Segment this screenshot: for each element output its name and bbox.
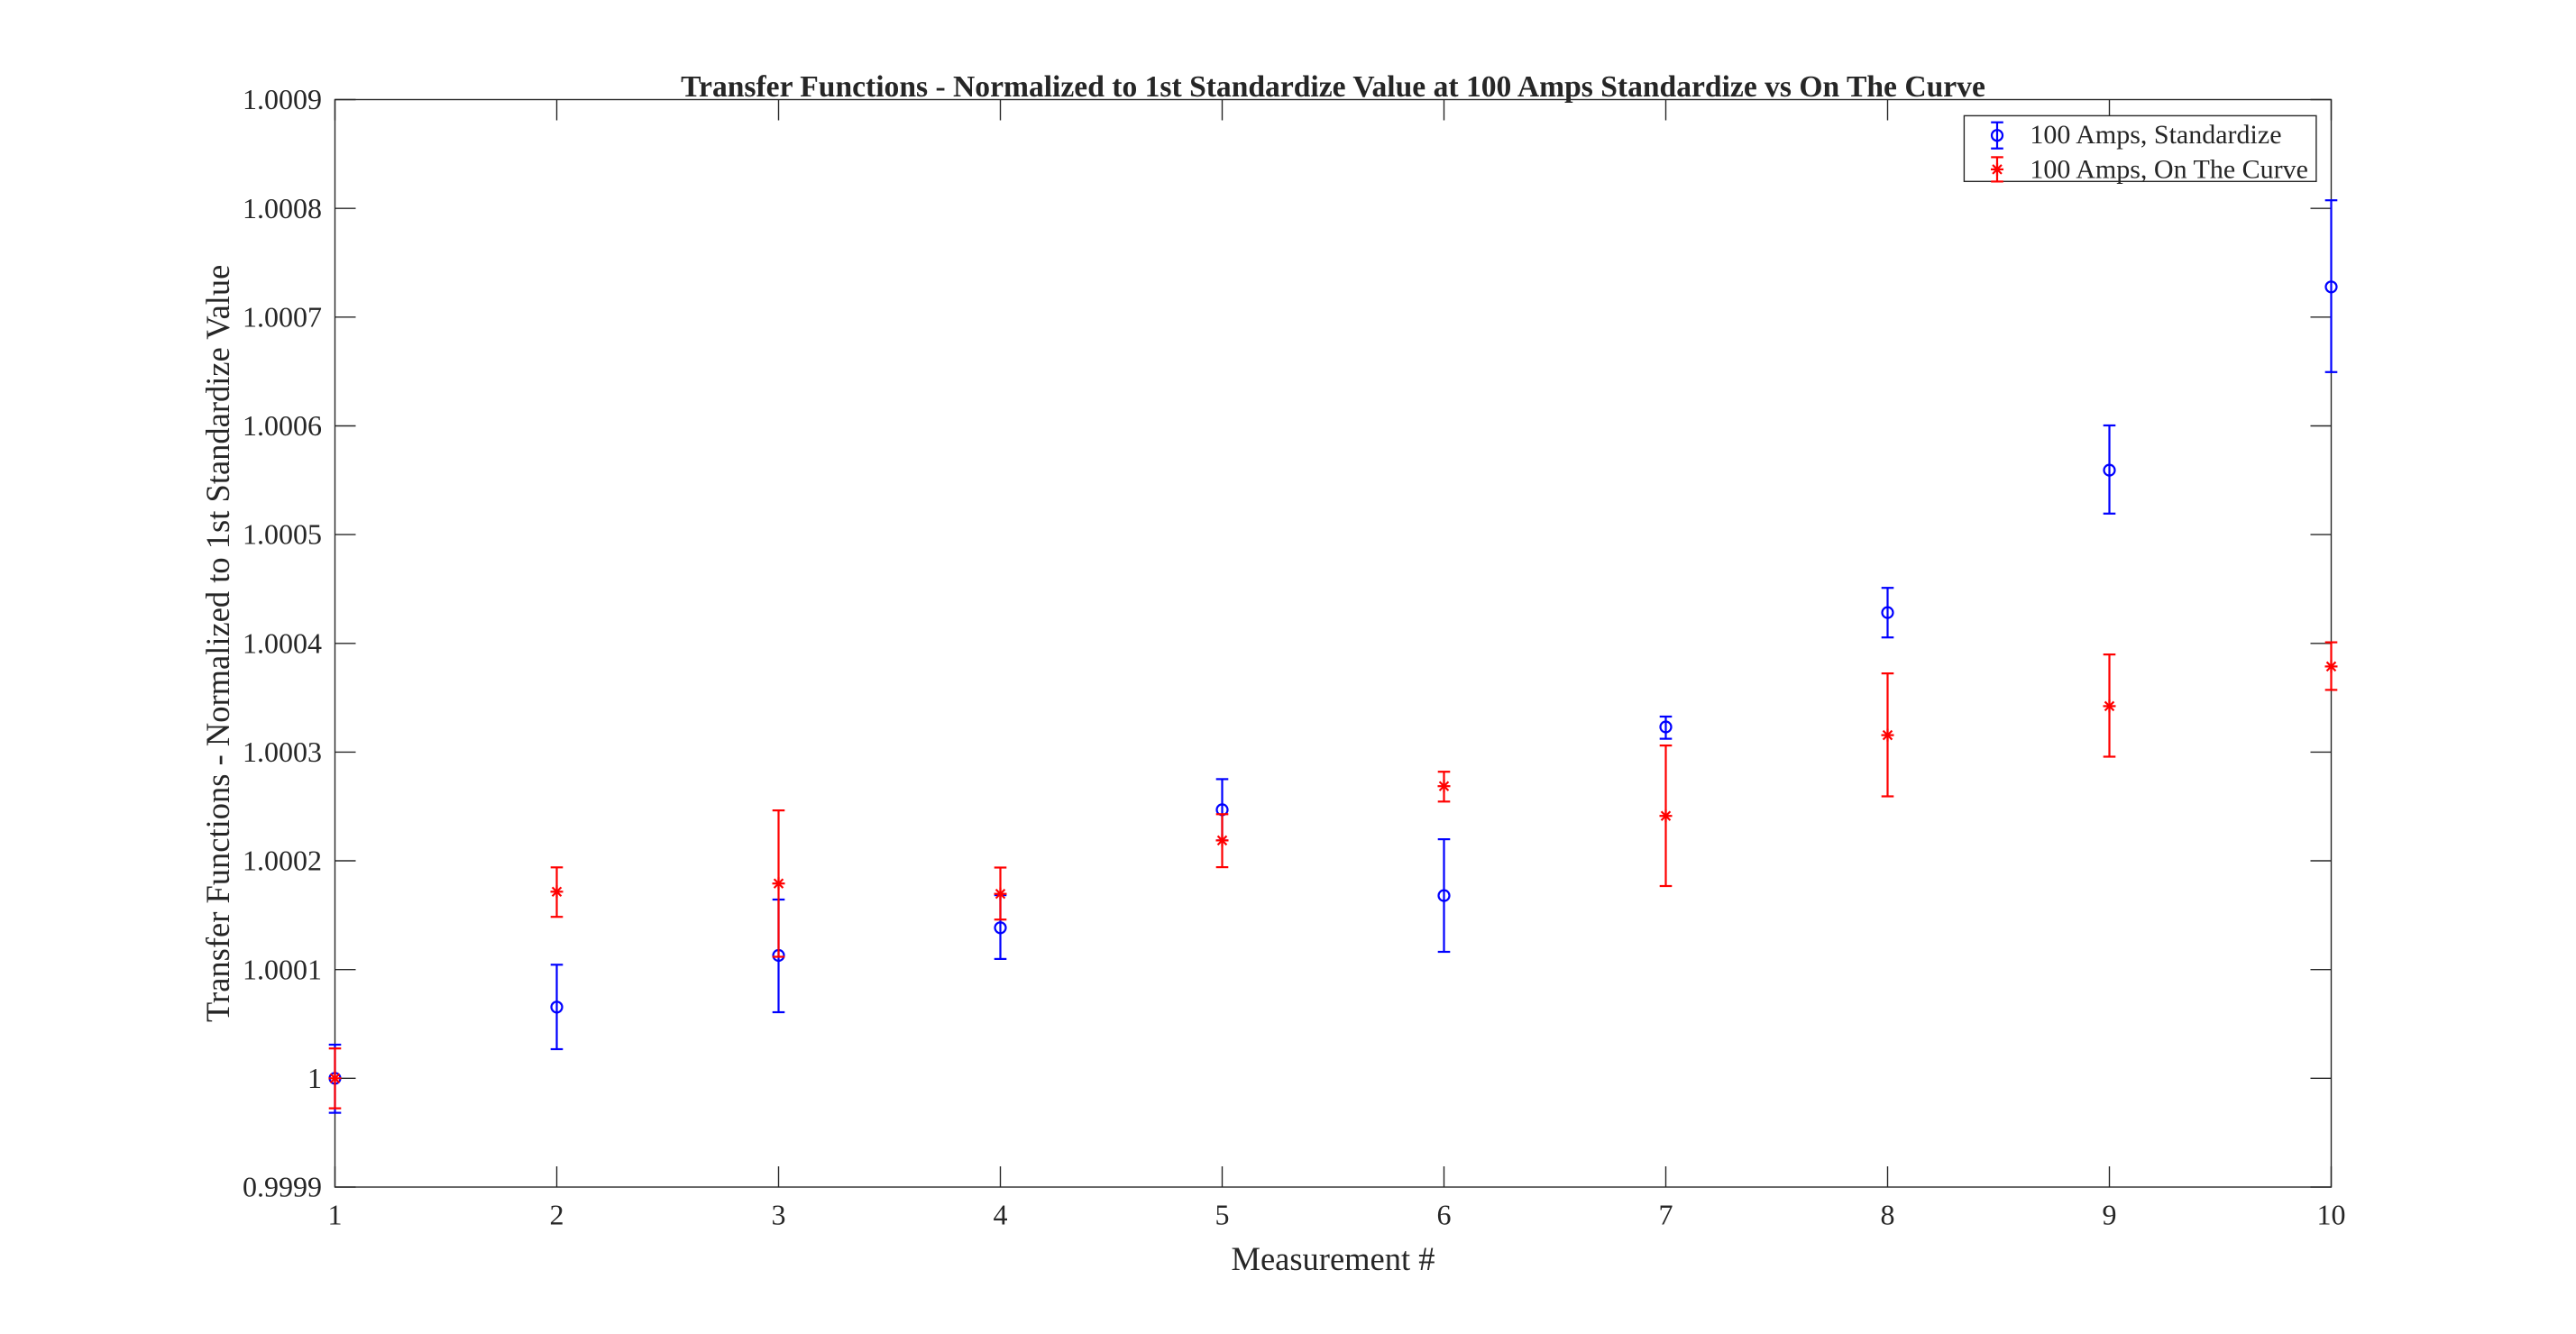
svg-text:5: 5 — [1215, 1198, 1230, 1230]
svg-text:1.0004: 1.0004 — [243, 626, 322, 659]
svg-text:6: 6 — [1437, 1198, 1452, 1230]
svg-text:100 Amps, Standardize: 100 Amps, Standardize — [2030, 120, 2281, 150]
svg-text:1.0007: 1.0007 — [243, 300, 322, 333]
svg-text:1.0008: 1.0008 — [243, 192, 322, 224]
svg-text:Measurement #: Measurement # — [1231, 1240, 1435, 1277]
svg-text:Transfer Functions - Normalize: Transfer Functions - Normalized to 1st S… — [681, 70, 1985, 104]
svg-text:1.0002: 1.0002 — [243, 845, 322, 877]
svg-text:3: 3 — [772, 1198, 786, 1230]
svg-text:100 Amps, On The Curve: 100 Amps, On The Curve — [2030, 155, 2308, 185]
svg-text:7: 7 — [1659, 1198, 1673, 1230]
svg-text:Transfer Functions - Normalize: Transfer Functions - Normalized to 1st S… — [199, 265, 236, 1022]
svg-text:2: 2 — [550, 1198, 564, 1230]
svg-text:1.0009: 1.0009 — [243, 83, 322, 115]
svg-text:10: 10 — [2317, 1198, 2346, 1230]
svg-text:8: 8 — [1881, 1198, 1895, 1230]
svg-text:1: 1 — [328, 1198, 343, 1230]
svg-text:1.0006: 1.0006 — [243, 409, 322, 442]
svg-text:0.9999: 0.9999 — [243, 1171, 322, 1203]
svg-text:4: 4 — [994, 1198, 1008, 1230]
svg-text:1.0003: 1.0003 — [243, 736, 322, 768]
svg-text:1.0001: 1.0001 — [243, 953, 322, 985]
svg-text:1.0005: 1.0005 — [243, 518, 322, 551]
svg-text:9: 9 — [2103, 1198, 2117, 1230]
svg-text:1: 1 — [307, 1062, 322, 1094]
